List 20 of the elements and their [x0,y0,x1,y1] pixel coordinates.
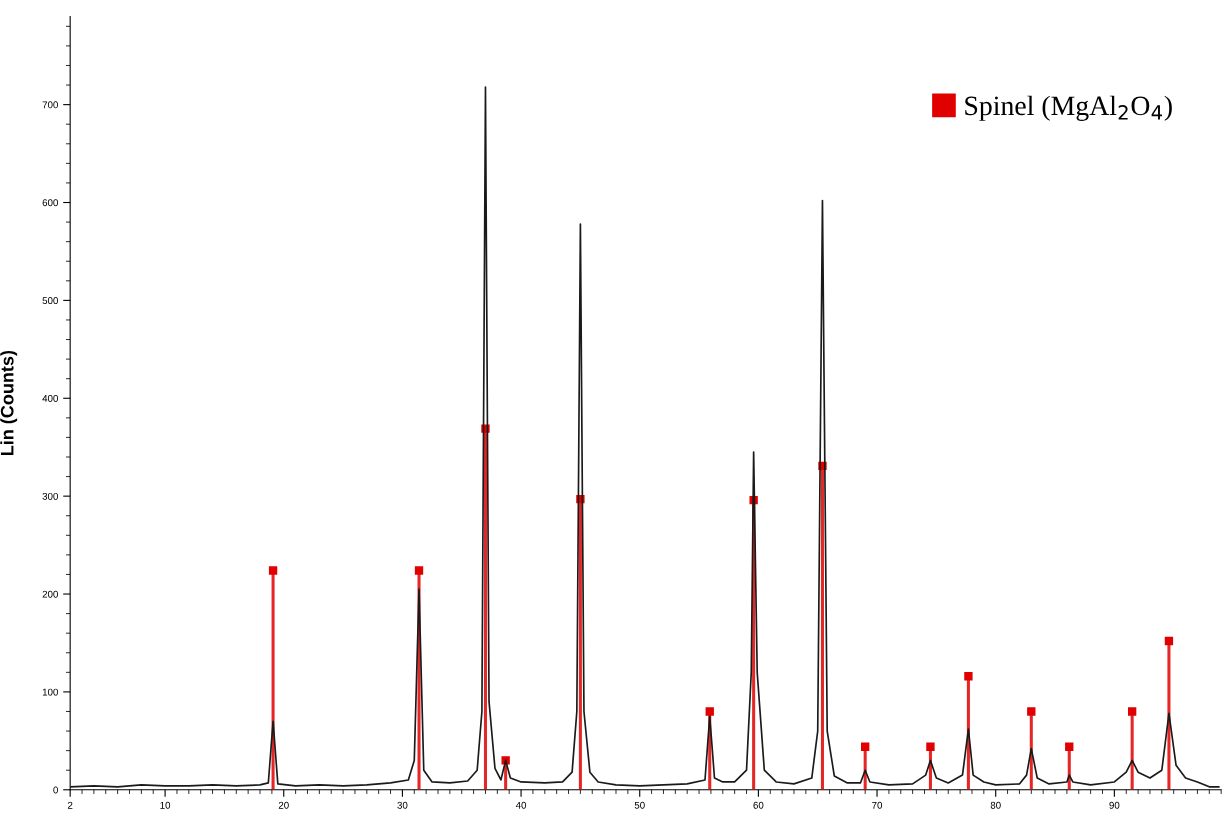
x-tick-label: 60 [753,801,764,809]
x-tick-label: 30 [397,801,408,809]
y-tick-label: 300 [42,492,58,500]
x-tick-label: 40 [515,801,527,809]
x-tick-label: 80 [990,801,1001,809]
y-tick-label: 100 [42,688,58,696]
y-tick-label: 500 [42,297,58,305]
y-tick-label: 200 [42,590,58,598]
x-tick-label: 50 [634,801,645,809]
x-tick-label: 70 [872,801,883,809]
y-tick-label: 700 [42,101,58,109]
x-tick-label: 2 [67,801,73,809]
y-tick-label: 0 [53,786,58,794]
legend-label: Spinel (MgAl$_{2}$O$_{4}$) [965,95,1172,121]
y-tick-label: 400 [42,395,58,402]
y-axis-title: Lin (Counts) [0,350,18,456]
x-tick-label: 20 [278,801,289,809]
x-tick-label: 10 [160,801,171,809]
x-tick-label: 90 [1109,801,1120,809]
y-tick-label: 600 [42,199,58,207]
